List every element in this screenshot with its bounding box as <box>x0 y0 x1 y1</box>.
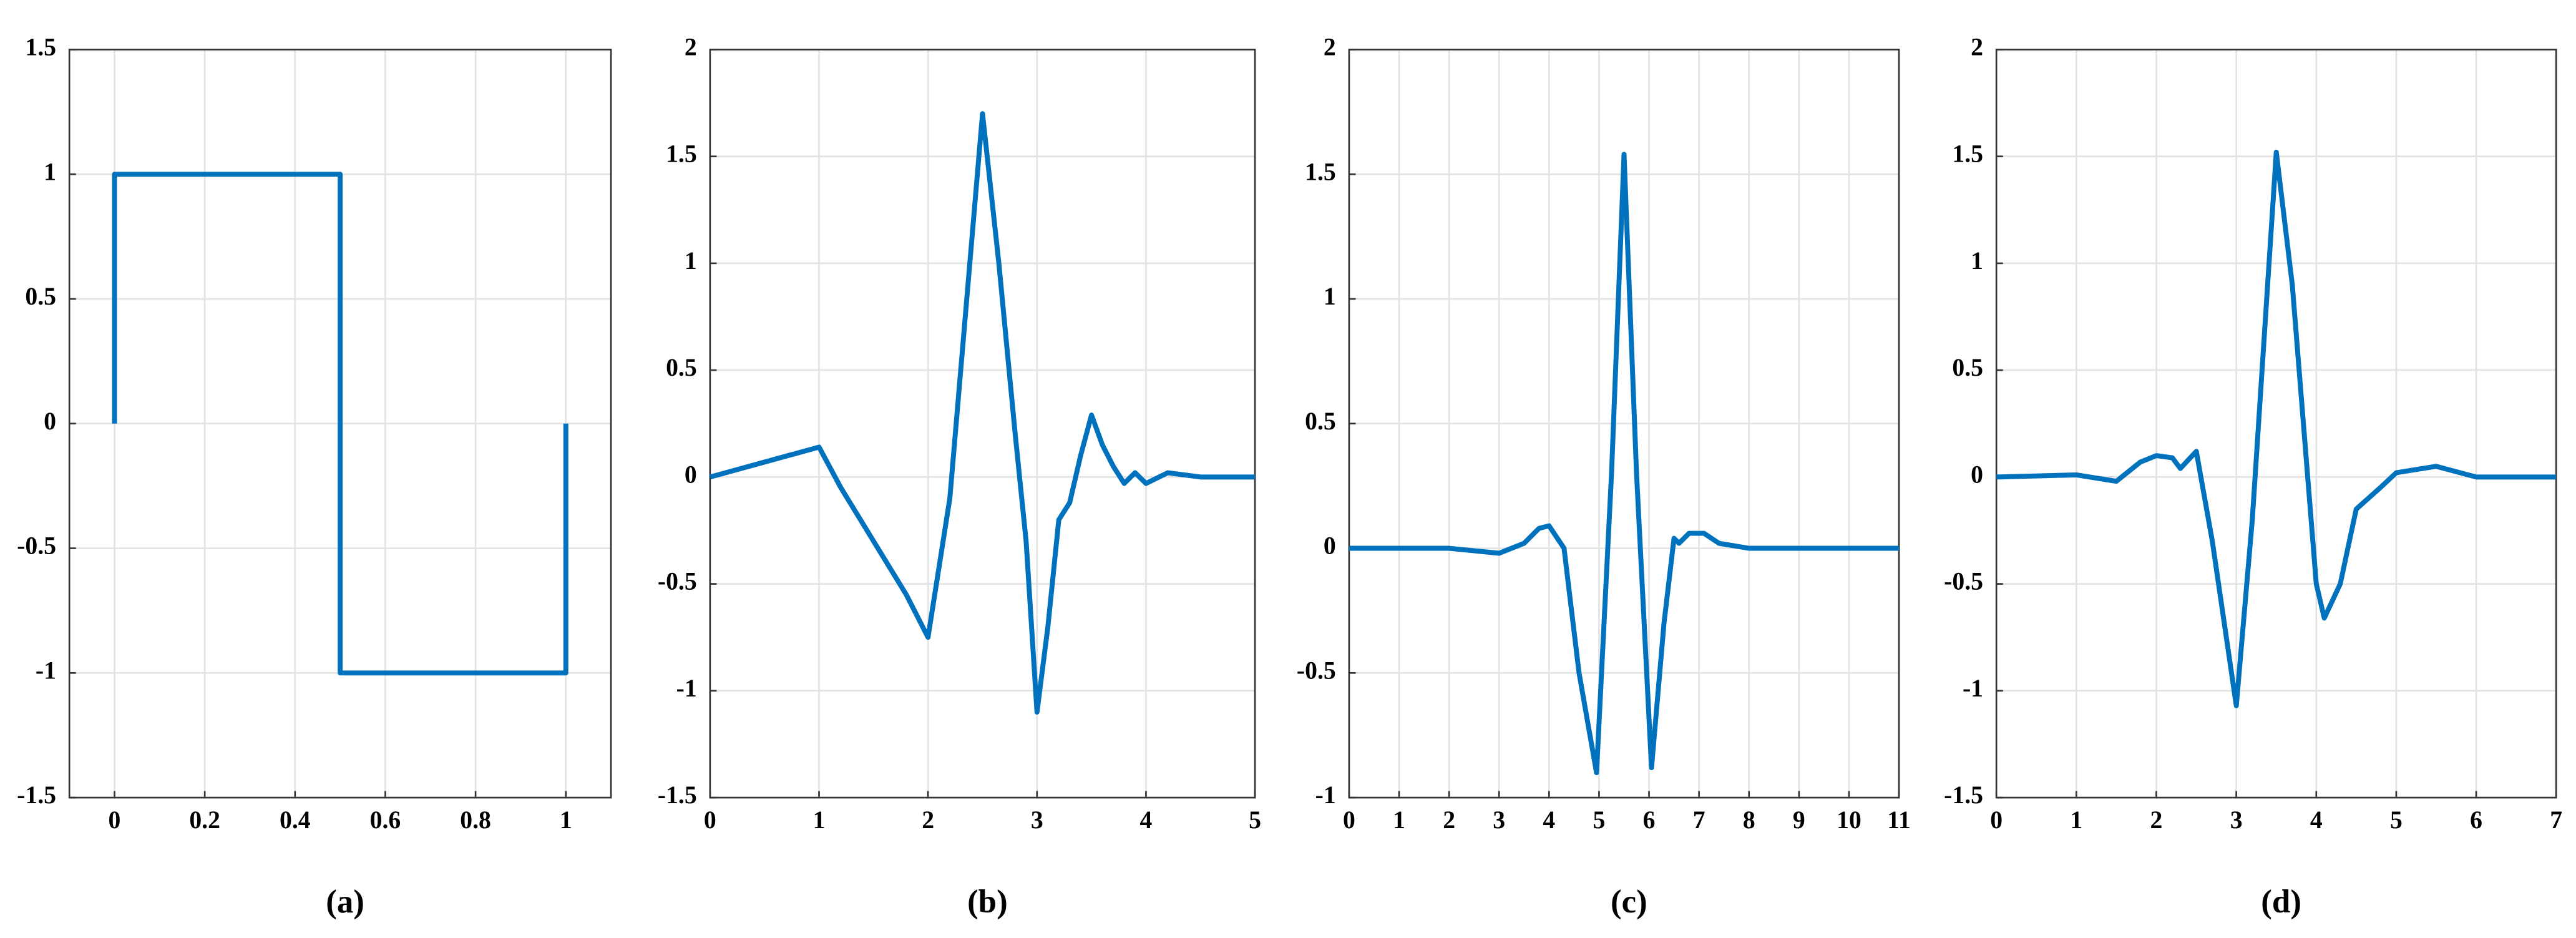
x-tick-label: 4 <box>1543 806 1555 834</box>
y-tick-label: 0 <box>1324 532 1336 560</box>
axes-box <box>709 49 1256 799</box>
y-tick-label: 1 <box>1324 283 1336 310</box>
x-tick-label: 0 <box>1990 806 2003 834</box>
panel-caption: (d) <box>2261 884 2301 920</box>
x-tick-label: 8 <box>1743 806 1755 834</box>
y-tick-label: 0.5 <box>666 354 697 381</box>
x-tick-label: 7 <box>2550 806 2562 834</box>
x-tick-label: 0.6 <box>370 806 401 834</box>
y-tick-label: -1.5 <box>658 781 697 809</box>
data-line <box>1996 149 2557 708</box>
x-tick-label: 11 <box>1887 806 1911 834</box>
x-tick-label: 10 <box>1837 806 1861 834</box>
y-tick-label: 0.5 <box>1305 408 1336 435</box>
panel-caption: (a) <box>326 884 364 920</box>
axes-box <box>1995 49 2557 799</box>
panel-caption: (b) <box>967 884 1008 920</box>
y-tick-label: 0 <box>44 408 56 435</box>
y-tick-label: 2 <box>1324 33 1336 61</box>
x-tick-label: 0 <box>109 806 121 834</box>
y-tick-label: -0.5 <box>1944 568 1983 595</box>
x-tick-label: 0.8 <box>460 806 491 834</box>
x-tick-label: 0 <box>1343 806 1355 834</box>
axes-box <box>1348 49 1900 799</box>
x-tick-label: 1 <box>560 806 572 834</box>
y-tick-label: 0.5 <box>1952 354 1983 381</box>
y-tick-label: 2 <box>685 33 697 61</box>
x-tick-label: 5 <box>1593 806 1606 834</box>
x-tick-label: 5 <box>1249 806 1261 834</box>
x-tick-label: 7 <box>1693 806 1705 834</box>
data-line <box>709 111 1256 715</box>
x-tick-label: 0 <box>704 806 716 834</box>
x-tick-label: 2 <box>1443 806 1455 834</box>
panel-caption: (c) <box>1611 884 1647 920</box>
x-tick-label: 3 <box>1493 806 1505 834</box>
y-tick-label: 1 <box>685 247 697 275</box>
y-tick-label: -1 <box>1315 781 1336 809</box>
y-tick-label: 0.5 <box>25 283 56 310</box>
y-tick-label: -1.5 <box>17 781 56 809</box>
x-tick-label: 2 <box>2150 806 2163 834</box>
x-tick-label: 0.4 <box>280 806 311 834</box>
x-tick-label: 4 <box>2310 806 2323 834</box>
y-tick-label: -0.5 <box>658 568 697 595</box>
y-tick-label: -1.5 <box>1944 781 1983 809</box>
x-tick-label: 3 <box>1031 806 1043 834</box>
y-tick-label: -0.5 <box>17 532 56 560</box>
x-tick-label: 9 <box>1793 806 1805 834</box>
data-line <box>1349 152 1900 776</box>
y-tick-label: 1 <box>44 158 56 185</box>
y-tick-label: 1.5 <box>1952 140 1983 168</box>
x-tick-label: 1 <box>2070 806 2082 834</box>
y-tick-label: -1 <box>1963 675 1983 702</box>
y-tick-label: -0.5 <box>1297 657 1336 684</box>
data-line <box>112 172 568 676</box>
x-tick-label: 3 <box>2230 806 2243 834</box>
y-tick-label: 1 <box>1971 247 1983 275</box>
x-tick-label: 1 <box>1393 806 1405 834</box>
axes-box <box>68 49 612 799</box>
x-tick-label: 6 <box>1643 806 1656 834</box>
x-tick-label: 1 <box>813 806 826 834</box>
x-tick-label: 6 <box>2470 806 2482 834</box>
x-tick-label: 2 <box>922 806 934 834</box>
y-tick-label: 1.5 <box>1305 158 1336 185</box>
y-tick-label: 0 <box>1971 461 1983 488</box>
x-tick-label: 4 <box>1140 806 1153 834</box>
x-tick-label: 5 <box>2390 806 2403 834</box>
y-tick-label: 0 <box>685 461 697 488</box>
y-tick-label: -1 <box>676 675 697 702</box>
y-tick-label: 2 <box>1971 33 1983 61</box>
y-tick-label: 1.5 <box>25 33 56 61</box>
x-tick-label: 0.2 <box>189 806 220 834</box>
y-tick-label: 1.5 <box>666 140 697 168</box>
y-tick-label: -1 <box>36 657 56 684</box>
